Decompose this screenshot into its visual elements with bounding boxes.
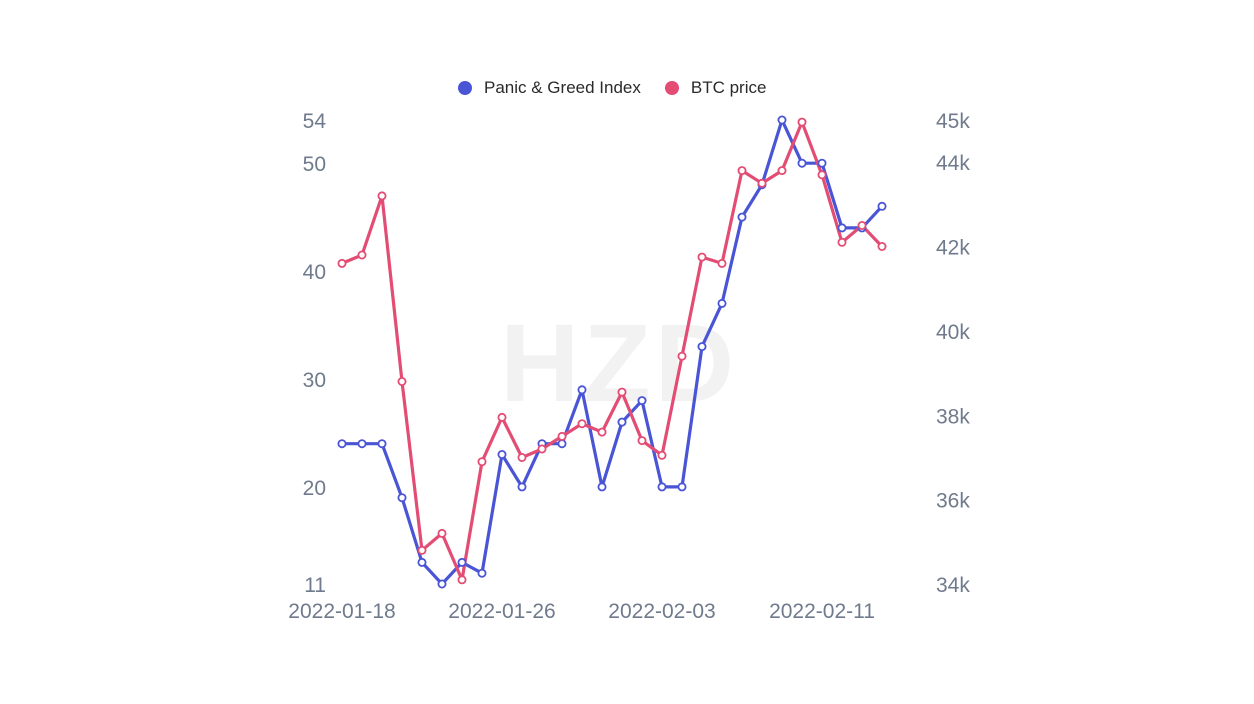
data-point-panic-greed[interactable] <box>417 557 427 567</box>
x-axis-ticks: 2022-01-18 2022-01-26 2022-02-03 2022-02-11 <box>288 600 875 623</box>
data-point-panic-greed[interactable] <box>377 439 387 449</box>
data-point-btc-price[interactable] <box>597 427 607 437</box>
data-point-btc-price[interactable] <box>557 431 567 441</box>
data-point-btc-price[interactable] <box>337 258 347 268</box>
data-point-btc-price[interactable] <box>837 237 847 247</box>
data-point-btc-price[interactable] <box>757 178 767 188</box>
data-point-panic-greed[interactable] <box>497 449 507 459</box>
data-point-btc-price[interactable] <box>857 220 867 230</box>
data-point-panic-greed[interactable] <box>697 342 707 352</box>
data-point-btc-price[interactable] <box>777 166 787 176</box>
data-point-panic-greed[interactable] <box>437 579 447 589</box>
data-point-btc-price[interactable] <box>497 412 507 422</box>
left-tick-label: 54 <box>303 110 327 133</box>
right-tick-label: 44k <box>936 152 970 175</box>
right-tick-label: 42k <box>936 237 970 260</box>
series-line-panic-greed <box>340 118 884 586</box>
data-point-btc-price[interactable] <box>677 351 687 361</box>
data-point-panic-greed[interactable] <box>557 439 567 449</box>
data-point-btc-price[interactable] <box>717 258 727 268</box>
data-point-panic-greed[interactable] <box>517 482 527 492</box>
legend-dot-panic-greed <box>458 81 472 95</box>
series-points <box>337 115 887 589</box>
series-line-btc-price <box>340 120 884 582</box>
data-point-btc-price[interactable] <box>697 252 707 262</box>
right-tick-label: 34k <box>936 574 970 597</box>
data-point-panic-greed[interactable] <box>637 396 647 406</box>
x-tick-label: 2022-01-18 <box>288 600 395 623</box>
data-point-btc-price[interactable] <box>537 444 547 454</box>
data-point-panic-greed[interactable] <box>817 158 827 168</box>
left-tick-label: 30 <box>303 369 326 392</box>
data-point-btc-price[interactable] <box>577 419 587 429</box>
x-tick-label: 2022-02-11 <box>769 600 875 623</box>
data-point-panic-greed[interactable] <box>717 298 727 308</box>
chart-legend: Panic & Greed Index BTC price <box>458 78 790 98</box>
data-point-btc-price[interactable] <box>517 452 527 462</box>
left-tick-label: 20 <box>303 477 326 500</box>
data-point-btc-price[interactable] <box>357 250 367 260</box>
right-tick-label: 40k <box>936 321 970 344</box>
data-point-btc-price[interactable] <box>457 575 467 585</box>
data-point-panic-greed[interactable] <box>837 223 847 233</box>
data-point-panic-greed[interactable] <box>457 557 467 567</box>
data-point-panic-greed[interactable] <box>797 158 807 168</box>
data-point-btc-price[interactable] <box>737 166 747 176</box>
data-point-btc-price[interactable] <box>437 528 447 538</box>
right-tick-label: 36k <box>936 490 970 513</box>
data-point-btc-price[interactable] <box>477 457 487 467</box>
legend-item-panic-greed[interactable]: Panic & Greed Index <box>458 78 641 98</box>
data-point-panic-greed[interactable] <box>337 439 347 449</box>
data-point-panic-greed[interactable] <box>657 482 667 492</box>
data-point-btc-price[interactable] <box>797 117 807 127</box>
data-point-panic-greed[interactable] <box>357 439 367 449</box>
data-point-btc-price[interactable] <box>417 545 427 555</box>
right-tick-label: 45k <box>936 110 970 133</box>
data-point-btc-price[interactable] <box>617 387 627 397</box>
data-point-panic-greed[interactable] <box>877 201 887 211</box>
data-point-panic-greed[interactable] <box>597 482 607 492</box>
data-point-panic-greed[interactable] <box>677 482 687 492</box>
data-point-panic-greed[interactable] <box>737 212 747 222</box>
right-axis-ticks: 34k 36k 38k 40k 42k 44k 45k <box>936 110 970 597</box>
data-point-panic-greed[interactable] <box>617 417 627 427</box>
data-point-panic-greed[interactable] <box>777 115 787 125</box>
legend-label-btc-price: BTC price <box>690 78 767 97</box>
left-tick-label: 40 <box>303 261 326 284</box>
legend-item-btc-price[interactable]: BTC price <box>664 78 767 98</box>
right-tick-label: 38k <box>936 405 970 428</box>
data-point-panic-greed[interactable] <box>577 385 587 395</box>
data-point-btc-price[interactable] <box>637 436 647 446</box>
left-tick-label: 11 <box>304 574 326 597</box>
data-point-btc-price[interactable] <box>817 170 827 180</box>
x-tick-label: 2022-02-03 <box>608 600 715 623</box>
data-point-btc-price[interactable] <box>657 450 667 460</box>
legend-label-panic-greed: Panic & Greed Index <box>484 78 641 97</box>
x-tick-label: 2022-01-26 <box>448 600 555 623</box>
series-lines <box>340 118 884 586</box>
left-tick-label: 50 <box>303 153 326 176</box>
data-point-btc-price[interactable] <box>397 376 407 386</box>
data-point-btc-price[interactable] <box>377 191 387 201</box>
legend-dot-btc-price <box>664 81 679 95</box>
data-point-panic-greed[interactable] <box>397 493 407 503</box>
left-axis-ticks: 11 20 30 40 50 54 <box>303 110 327 597</box>
data-point-panic-greed[interactable] <box>477 568 487 578</box>
data-point-btc-price[interactable] <box>877 241 887 251</box>
